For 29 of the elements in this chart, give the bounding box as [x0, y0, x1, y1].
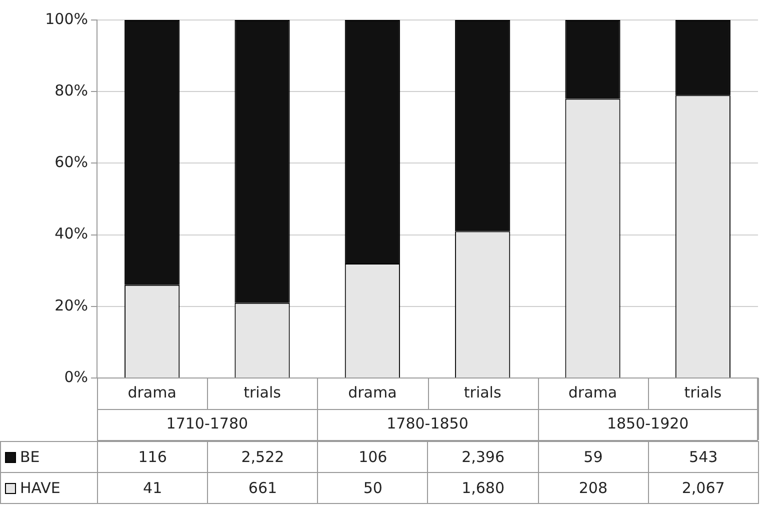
data-label: 59: [538, 442, 648, 472]
data-label: 661: [208, 472, 318, 504]
data-label: 41: [98, 472, 208, 504]
y-tick-label: 20%: [54, 296, 88, 314]
x-tick-label: drama: [568, 383, 618, 402]
data-label: 116: [98, 442, 208, 472]
data-label: 1,680: [428, 472, 538, 504]
y-tick-label: 0%: [64, 368, 88, 386]
x-tick-label: trials: [244, 383, 282, 402]
data-label: 106: [318, 442, 428, 472]
text: 1850-1920: [606, 414, 689, 432]
y-tick-label: 40%: [54, 224, 88, 243]
data-label: 2,067: [648, 472, 758, 504]
x-tick-label: trials: [464, 383, 502, 402]
y-tick-label: 60%: [54, 153, 88, 172]
data-label: 208: [538, 472, 648, 504]
x-tick-label: drama: [128, 383, 176, 402]
x-tick-label: trials: [684, 383, 722, 402]
data-label: 2,522: [208, 442, 318, 472]
text: 1780-1850: [386, 414, 468, 432]
y-tick-label: 100%: [45, 10, 88, 28]
data-label: 543: [648, 442, 758, 472]
y-tick-label: HAVE: [20, 479, 60, 497]
y-tick-label: 80%: [54, 81, 88, 100]
data-label: 50: [318, 472, 428, 504]
y-tick-label: BE: [20, 448, 40, 466]
x-tick-label: drama: [348, 383, 397, 402]
text: 1710-1780: [166, 414, 248, 432]
data-label: 2,396: [428, 442, 538, 472]
